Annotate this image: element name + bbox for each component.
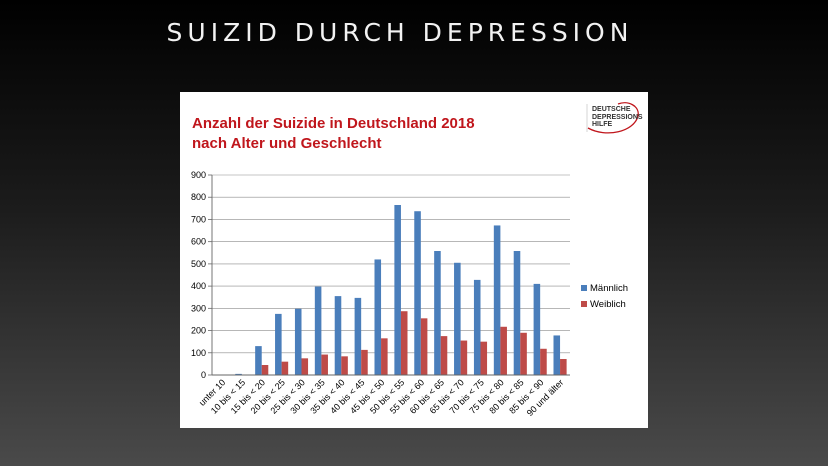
bar-weiblich (540, 348, 547, 375)
bar-weiblich (321, 354, 328, 375)
bar-maennlich (294, 308, 302, 375)
legend-label: Weiblich (590, 299, 626, 310)
y-tick-label: 500 (191, 259, 206, 269)
axes (211, 175, 570, 376)
bar-maennlich (493, 225, 501, 375)
bar-weiblich (301, 358, 309, 375)
logo-line-1: DEUTSCHE (592, 106, 631, 113)
bar-weiblich (480, 341, 488, 375)
chart-title-line-2: nach Alter und Geschlecht (192, 135, 382, 152)
logo-swoosh-icon (586, 102, 639, 134)
bar-weiblich (361, 349, 368, 375)
chart-title: Anzahl der Suizide in Deutschland 2018 n… (192, 114, 572, 154)
bar-maennlich (394, 205, 401, 375)
bar-weiblich (520, 332, 527, 375)
y-tick-label: 300 (191, 303, 206, 313)
bar-maennlich (235, 373, 242, 375)
y-tick-label: 800 (191, 192, 206, 202)
y-tick-label: 200 (191, 326, 206, 336)
y-tick-label: 600 (191, 237, 206, 247)
y-tick-label: 0 (201, 370, 206, 380)
bar-weiblich (381, 338, 388, 375)
bar-maennlich (354, 297, 362, 375)
bar-weiblich (341, 356, 348, 375)
bar-maennlich (374, 259, 382, 375)
bar-maennlich (553, 335, 561, 375)
bar-weiblich (420, 318, 428, 375)
bar-weiblich (281, 361, 289, 375)
y-axis-ticks: 0 100 200 300 400 500 600 700 800 900 (191, 170, 212, 380)
deutsche-depressionshilfe-logo: DEUTSCHE DEPRESSIONS HILFE (578, 98, 643, 138)
logo-text: DEUTSCHE DEPRESSIONS HILFE (592, 106, 643, 129)
bar-weiblich (560, 359, 567, 375)
bar-maennlich (314, 286, 322, 375)
grid-lines (212, 174, 570, 376)
bar-maennlich (334, 296, 342, 375)
bar-weiblich (500, 326, 507, 375)
bar-maennlich (473, 279, 481, 375)
logo-line-2: DEPRESSIONS (592, 113, 643, 121)
slide-title: SUIZID DURCH DEPRESSION (166, 18, 634, 47)
y-tick-label: 400 (191, 281, 206, 291)
bar-maennlich (513, 251, 521, 375)
legend-swatch (581, 285, 587, 291)
legend: Männlich Weiblich (581, 283, 628, 310)
legend-swatch (581, 301, 587, 307)
y-tick-label: 900 (191, 170, 206, 180)
y-tick-label: 100 (191, 348, 206, 358)
bar-maennlich (454, 262, 461, 375)
chart-title-line-1: Anzahl der Suizide in Deutschland 2018 (192, 115, 475, 132)
bar-chart: 0 100 200 300 400 500 600 700 800 900 unter 1010 … (191, 170, 628, 418)
bar-maennlich (414, 211, 421, 375)
legend-label: Männlich (590, 283, 628, 294)
chart-panel: Anzahl der Suizide in Deutschland 2018 n… (180, 92, 648, 428)
bar-weiblich (400, 311, 408, 375)
bar-maennlich (275, 313, 282, 375)
y-tick-label: 700 (191, 214, 206, 224)
bar-weiblich (440, 336, 448, 375)
logo-line-3: HILFE (592, 121, 613, 128)
bar-weiblich (460, 340, 468, 375)
bars (235, 205, 567, 375)
bar-weiblich (261, 365, 269, 375)
bar-maennlich (434, 251, 441, 375)
bar-maennlich (255, 346, 262, 375)
bar-maennlich (533, 283, 541, 375)
